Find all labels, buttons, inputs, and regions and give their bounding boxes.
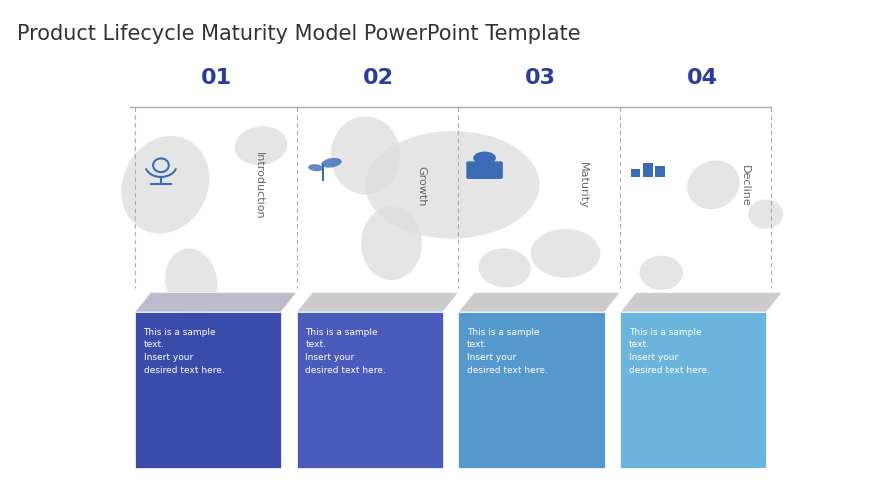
Text: 01: 01: [201, 68, 232, 88]
Bar: [296, 312, 442, 468]
Text: This is a sample
text.
Insert your
desired text here.: This is a sample text. Insert your desir…: [628, 327, 709, 374]
Ellipse shape: [639, 256, 682, 290]
Bar: [458, 312, 604, 468]
Ellipse shape: [365, 132, 539, 239]
Polygon shape: [620, 293, 781, 312]
Circle shape: [473, 152, 495, 165]
Ellipse shape: [165, 249, 217, 317]
Ellipse shape: [687, 161, 739, 210]
Text: This is a sample
text.
Insert your
desired text here.: This is a sample text. Insert your desir…: [143, 327, 224, 374]
Ellipse shape: [530, 229, 600, 278]
Bar: [135, 312, 281, 468]
Bar: [642, 163, 652, 178]
Text: This is a sample
text.
Insert your
desired text here.: This is a sample text. Insert your desir…: [305, 327, 386, 374]
Text: This is a sample
text.
Insert your
desired text here.: This is a sample text. Insert your desir…: [467, 327, 547, 374]
Ellipse shape: [330, 117, 400, 195]
Polygon shape: [135, 293, 296, 312]
Text: Decline: Decline: [739, 164, 749, 206]
Text: Product Lifecycle Maturity Model PowerPoint Template: Product Lifecycle Maturity Model PowerPo…: [17, 24, 580, 44]
Ellipse shape: [478, 249, 530, 288]
Bar: [630, 169, 640, 178]
Ellipse shape: [361, 207, 421, 281]
Polygon shape: [296, 293, 458, 312]
Polygon shape: [458, 293, 620, 312]
FancyBboxPatch shape: [466, 162, 502, 180]
Text: Maturity: Maturity: [577, 162, 587, 209]
Bar: [620, 312, 766, 468]
Text: 02: 02: [362, 68, 394, 88]
Text: 03: 03: [524, 68, 555, 88]
Ellipse shape: [308, 165, 323, 172]
Text: Growth: Growth: [415, 165, 426, 205]
Text: Introduction: Introduction: [254, 152, 264, 219]
Text: 04: 04: [686, 68, 717, 88]
Bar: [654, 166, 664, 178]
Ellipse shape: [747, 200, 782, 229]
Ellipse shape: [121, 137, 209, 234]
Ellipse shape: [235, 127, 287, 166]
Ellipse shape: [321, 159, 342, 168]
